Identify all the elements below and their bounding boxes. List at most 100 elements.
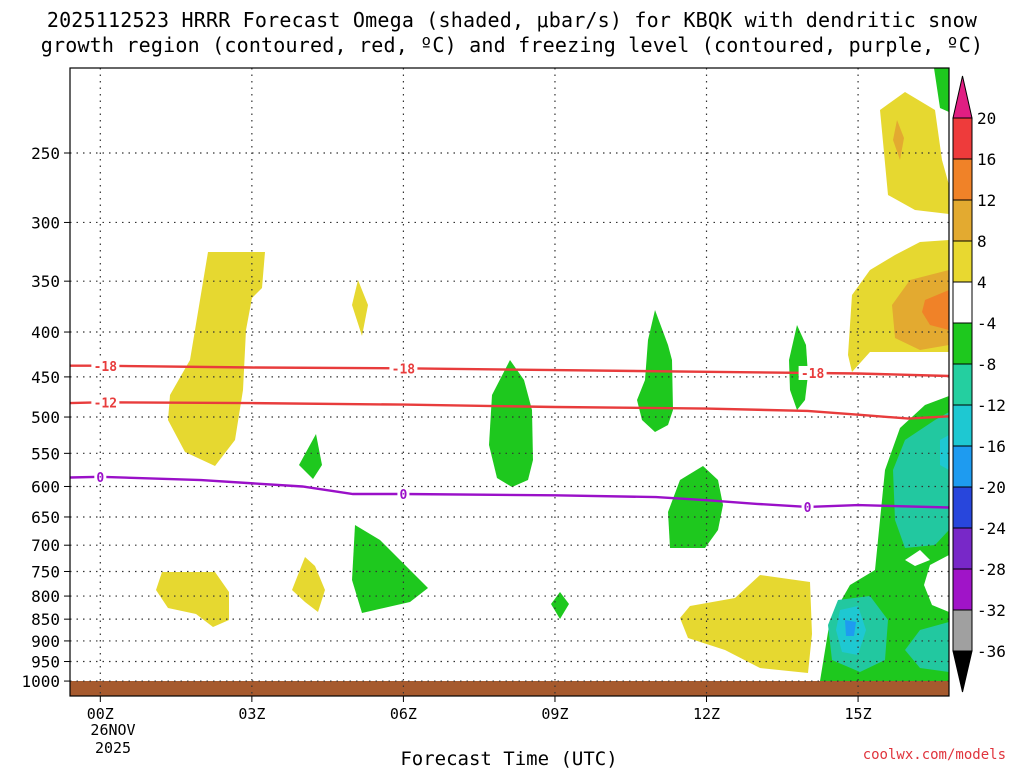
colorbar-label: -8 [977, 355, 996, 374]
y-tick-label: 400 [31, 323, 60, 342]
contour-label-bg [798, 365, 827, 380]
colorbar-swatch [952, 240, 973, 283]
colorbar-label: -28 [977, 560, 1006, 579]
omega-upward-region-strong [892, 270, 949, 350]
contour-dgz-bottom [70, 401, 949, 420]
colorbar-label: -16 [977, 437, 1006, 456]
colorbar-label: 4 [977, 273, 987, 292]
colorbar-label: -32 [977, 601, 1006, 620]
omega-upward-region-strong [893, 120, 904, 160]
omega-downward-region [299, 434, 322, 479]
y-tick-label: 300 [31, 213, 60, 232]
omega-downward-core [845, 620, 856, 636]
contour-label: -12 [94, 396, 117, 411]
chart-title-line-1: 2025112523 HRRR Forecast Omega (shaded, … [46, 8, 978, 32]
y-tick-label: 350 [31, 272, 60, 291]
contour-label-bg [91, 358, 120, 373]
contour-label: -18 [94, 360, 118, 375]
colorbar-swatch [952, 445, 973, 488]
omega-downward-region [551, 592, 569, 619]
x-axis-label: Forecast Time (UTC) [400, 748, 617, 768]
y-tick-label: 450 [31, 368, 60, 387]
contour-label-bg [397, 487, 410, 502]
omega-downward-region-peak [940, 435, 949, 470]
date-label-day: 26NOV [90, 721, 135, 739]
colorbar-swatch [952, 199, 973, 242]
chart-title-line-2: growth region (contoured, red, ºC) and f… [40, 33, 984, 57]
y-tick-label: 250 [31, 144, 60, 163]
omega-downward-region [934, 68, 949, 112]
colorbar-min-arrow [952, 650, 973, 693]
colorbar-label: -4 [977, 314, 996, 333]
y-tick-label: 1000 [21, 672, 60, 691]
colorbar-label: -20 [977, 478, 1006, 497]
x-tick-label: 12Z [693, 705, 720, 723]
omega-upward-region [156, 572, 229, 627]
colorbar-swatch [952, 568, 973, 611]
y-tick-label: 950 [31, 653, 60, 672]
contour-label-bg [801, 499, 814, 514]
colorbar-label: 12 [977, 191, 996, 210]
contour-dgz-top [70, 364, 949, 378]
y-tick-label: 550 [31, 444, 60, 463]
omega-downward-region [352, 525, 428, 613]
contour-label: 0 [399, 488, 407, 503]
omega-shading [70, 68, 949, 696]
vertical-grid [99, 68, 859, 696]
colorbar-swatch [952, 363, 973, 406]
omega-upward-region [352, 280, 368, 336]
y-tick-label: 850 [31, 610, 60, 629]
colorbar-swatch [952, 322, 973, 365]
colorbar-swatch [952, 404, 973, 447]
omega-upward-region-peak [922, 290, 949, 330]
colorbar-swatch [952, 527, 973, 570]
colorbar-swatch [952, 158, 973, 201]
contour-label-bg [389, 361, 418, 376]
omega-downward-region [789, 325, 808, 410]
colorbar-swatch [952, 609, 973, 652]
omega-neutral-region [924, 555, 949, 612]
y-tick-label: 600 [31, 477, 60, 496]
contour-label-bg [91, 395, 120, 410]
colorbar-label: -36 [977, 642, 1006, 661]
x-tick-label: 00Z [87, 705, 114, 723]
colorbar-swatch [952, 486, 973, 529]
y-tick-label: 800 [31, 587, 60, 606]
omega-downward-region-strong [893, 412, 949, 548]
colorbar-label: -24 [977, 519, 1006, 538]
x-tick-label: 06Z [390, 705, 417, 723]
colorbar: 20 16 12 8 4 -4 -8 -12 -16 -20 -24 -28 -32 -36 [952, 75, 1006, 693]
y-tick-label: 700 [31, 536, 60, 555]
x-tick-label: 15Z [845, 705, 872, 723]
contour-label: -18 [801, 367, 825, 382]
contour-label: -18 [392, 362, 416, 377]
contour-label-bg [94, 469, 107, 484]
colorbar-swatch [952, 281, 973, 324]
y-axis: 250 300 350 400 450 500 550 600 650 700 750 800 850 9… [21, 144, 70, 691]
x-tick-label: 03Z [238, 705, 265, 723]
omega-downward-region-strong [905, 622, 949, 672]
omega-upward-region [292, 557, 325, 612]
x-tick-label: 09Z [541, 705, 568, 723]
x-axis: 00Z 03Z 06Z 09Z 12Z 15Z [87, 696, 872, 723]
omega-upward-region [168, 252, 265, 466]
contour-label: 0 [804, 501, 812, 516]
plot-frame [69, 67, 950, 697]
omega-neutral-region [905, 550, 930, 566]
credit-text: coolwx.com/models [862, 747, 1006, 763]
omega-downward-region [489, 360, 533, 487]
colorbar-swatch [952, 117, 973, 160]
colorbar-label: 20 [977, 109, 996, 128]
y-tick-label: 500 [31, 408, 60, 427]
colorbar-label: -12 [977, 396, 1006, 415]
terrain-strip [70, 681, 949, 696]
colorbar-label: 8 [977, 232, 987, 251]
colorbar-max-arrow [952, 75, 973, 119]
contour-lines: -18 -18 -18 -12 0 0 0 [70, 358, 949, 516]
y-tick-label: 650 [31, 508, 60, 527]
omega-upward-region [680, 575, 812, 673]
colorbar-label: 16 [977, 150, 996, 169]
date-label-year: 2025 [95, 739, 131, 757]
contour-label: 0 [96, 471, 104, 486]
